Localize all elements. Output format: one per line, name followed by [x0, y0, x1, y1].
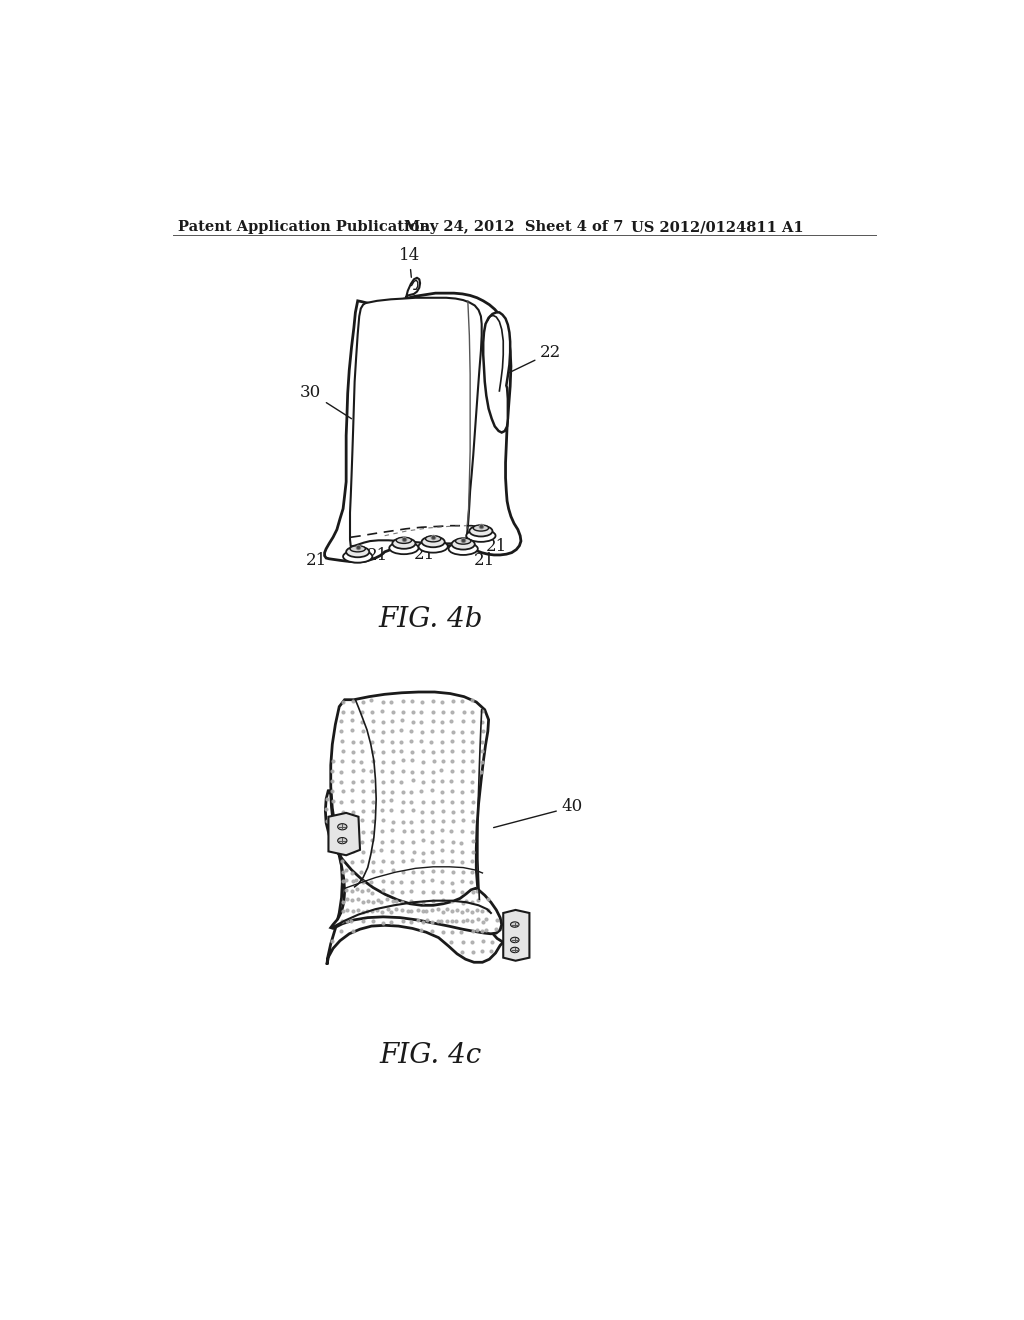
- Ellipse shape: [396, 537, 412, 544]
- Polygon shape: [503, 909, 529, 961]
- Text: 21: 21: [414, 545, 435, 562]
- Polygon shape: [325, 293, 521, 562]
- Ellipse shape: [466, 529, 496, 543]
- Ellipse shape: [473, 525, 488, 531]
- Text: May 24, 2012  Sheet 4 of 7: May 24, 2012 Sheet 4 of 7: [403, 220, 624, 234]
- Ellipse shape: [343, 550, 373, 562]
- Text: 21: 21: [486, 539, 508, 556]
- Ellipse shape: [469, 525, 493, 536]
- Text: 40: 40: [494, 799, 583, 828]
- Text: FIG. 4b: FIG. 4b: [379, 606, 483, 632]
- Text: US 2012/0124811 A1: US 2012/0124811 A1: [631, 220, 804, 234]
- Ellipse shape: [456, 539, 471, 544]
- Ellipse shape: [346, 546, 370, 557]
- Polygon shape: [327, 692, 503, 965]
- Ellipse shape: [511, 921, 519, 927]
- Ellipse shape: [449, 543, 478, 554]
- Text: Patent Application Publication: Patent Application Publication: [178, 220, 430, 234]
- Polygon shape: [329, 813, 360, 855]
- Text: 22: 22: [509, 345, 561, 372]
- Ellipse shape: [511, 948, 519, 953]
- Ellipse shape: [338, 824, 347, 830]
- Ellipse shape: [422, 536, 444, 548]
- Text: FIG. 4c: FIG. 4c: [380, 1043, 482, 1069]
- Text: 14: 14: [398, 247, 420, 277]
- Polygon shape: [350, 298, 481, 546]
- Text: 21: 21: [367, 548, 388, 565]
- Ellipse shape: [419, 540, 447, 553]
- Text: 30: 30: [300, 384, 351, 418]
- Ellipse shape: [389, 541, 419, 554]
- Ellipse shape: [452, 539, 475, 549]
- Ellipse shape: [392, 539, 416, 549]
- Polygon shape: [483, 313, 510, 433]
- Ellipse shape: [511, 937, 519, 942]
- Ellipse shape: [425, 536, 441, 543]
- Text: 21: 21: [474, 552, 496, 569]
- Text: 21: 21: [305, 552, 327, 569]
- Ellipse shape: [350, 545, 366, 552]
- Polygon shape: [326, 789, 502, 933]
- Ellipse shape: [338, 838, 347, 843]
